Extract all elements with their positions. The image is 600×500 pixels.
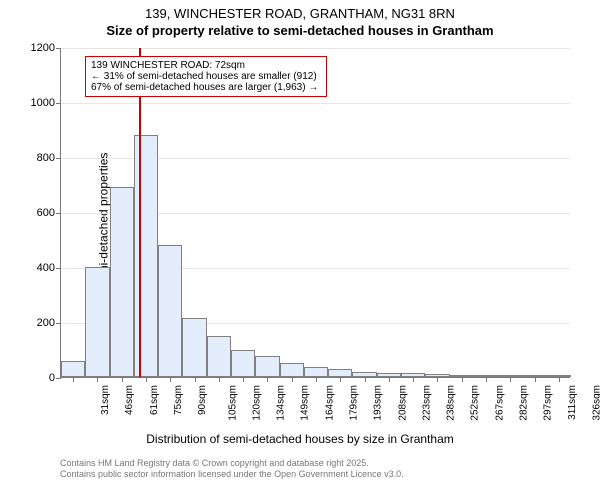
xtick-mark — [195, 377, 196, 382]
xtick-label: 179sqm — [349, 385, 360, 421]
xtick-mark — [437, 377, 438, 382]
ytick-label: 800 — [37, 152, 55, 164]
ytick-mark — [56, 378, 61, 379]
ytick-label: 600 — [37, 207, 55, 219]
histogram-bar — [61, 361, 85, 378]
xtick-label: 120sqm — [251, 385, 262, 421]
xtick-mark — [316, 377, 317, 382]
ytick-label: 0 — [49, 372, 55, 384]
xtick-label: 208sqm — [397, 385, 408, 421]
ytick-mark — [56, 103, 61, 104]
ytick-mark — [56, 268, 61, 269]
attribution-line-2: Contains public sector information licen… — [60, 469, 570, 480]
ytick-label: 1200 — [31, 42, 55, 54]
xtick-label: 105sqm — [227, 385, 238, 421]
ytick-label: 200 — [37, 317, 55, 329]
histogram-bar — [207, 336, 231, 377]
ytick-label: 1000 — [31, 97, 55, 109]
x-axis-label: Distribution of semi-detached houses by … — [0, 432, 600, 446]
xtick-mark — [462, 377, 463, 382]
reference-line — [139, 48, 141, 377]
xtick-mark — [73, 377, 74, 382]
xtick-label: 134sqm — [276, 385, 287, 421]
chart-container: 139, WINCHESTER ROAD, GRANTHAM, NG31 8RN… — [0, 0, 600, 500]
xtick-mark — [486, 377, 487, 382]
xtick-label: 223sqm — [421, 385, 432, 421]
attribution-line-1: Contains HM Land Registry data © Crown c… — [60, 458, 570, 469]
xtick-mark — [292, 377, 293, 382]
xtick-mark — [413, 377, 414, 382]
histogram-bar — [255, 356, 279, 377]
xtick-label: 238sqm — [446, 385, 457, 421]
xtick-label: 164sqm — [324, 385, 335, 421]
ytick-mark — [56, 213, 61, 214]
xtick-mark — [146, 377, 147, 382]
xtick-mark — [510, 377, 511, 382]
gridline-h — [61, 103, 570, 104]
xtick-label: 90sqm — [197, 385, 208, 415]
histogram-bar — [328, 369, 352, 377]
gridline-h — [61, 48, 570, 49]
xtick-mark — [365, 377, 366, 382]
plot-area: 02004006008001000120031sqm46sqm61sqm75sq… — [60, 48, 570, 378]
title-block: 139, WINCHESTER ROAD, GRANTHAM, NG31 8RN… — [0, 6, 600, 38]
histogram-bar — [85, 267, 109, 377]
histogram-bar — [304, 367, 328, 377]
xtick-label: 267sqm — [494, 385, 505, 421]
xtick-label: 326sqm — [591, 385, 600, 421]
ytick-mark — [56, 158, 61, 159]
histogram-bar — [182, 318, 206, 377]
xtick-mark — [219, 377, 220, 382]
callout-line-2: ← 31% of semi-detached houses are smalle… — [91, 71, 321, 82]
xtick-label: 311sqm — [566, 385, 577, 420]
histogram-bar — [280, 363, 304, 377]
xtick-label: 75sqm — [173, 385, 184, 415]
xtick-label: 61sqm — [149, 385, 160, 415]
xtick-label: 193sqm — [373, 385, 384, 421]
xtick-label: 297sqm — [543, 385, 554, 421]
ytick-mark — [56, 48, 61, 49]
callout-line-3: 67% of semi-detached houses are larger (… — [91, 82, 321, 93]
xtick-label: 46sqm — [124, 385, 135, 415]
xtick-mark — [559, 377, 560, 382]
xtick-mark — [535, 377, 536, 382]
xtick-label: 31sqm — [100, 385, 111, 415]
xtick-mark — [340, 377, 341, 382]
xtick-label: 282sqm — [519, 385, 530, 421]
xtick-mark — [243, 377, 244, 382]
xtick-mark — [122, 377, 123, 382]
callout-line-1: 139 WINCHESTER ROAD: 72sqm — [91, 60, 321, 71]
callout-annotation: 139 WINCHESTER ROAD: 72sqm ← 31% of semi… — [85, 56, 327, 97]
histogram-bar — [231, 350, 255, 378]
title-subtitle: Size of property relative to semi-detach… — [0, 23, 600, 38]
attribution-text: Contains HM Land Registry data © Crown c… — [60, 458, 570, 480]
histogram-bar — [158, 245, 182, 377]
xtick-mark — [389, 377, 390, 382]
xtick-mark — [170, 377, 171, 382]
xtick-mark — [97, 377, 98, 382]
ytick-label: 400 — [37, 262, 55, 274]
ytick-mark — [56, 323, 61, 324]
histogram-bar — [134, 135, 158, 377]
xtick-mark — [267, 377, 268, 382]
histogram-bar — [110, 187, 134, 377]
xtick-label: 252sqm — [470, 385, 481, 421]
xtick-label: 149sqm — [300, 385, 311, 421]
title-address: 139, WINCHESTER ROAD, GRANTHAM, NG31 8RN — [0, 6, 600, 21]
